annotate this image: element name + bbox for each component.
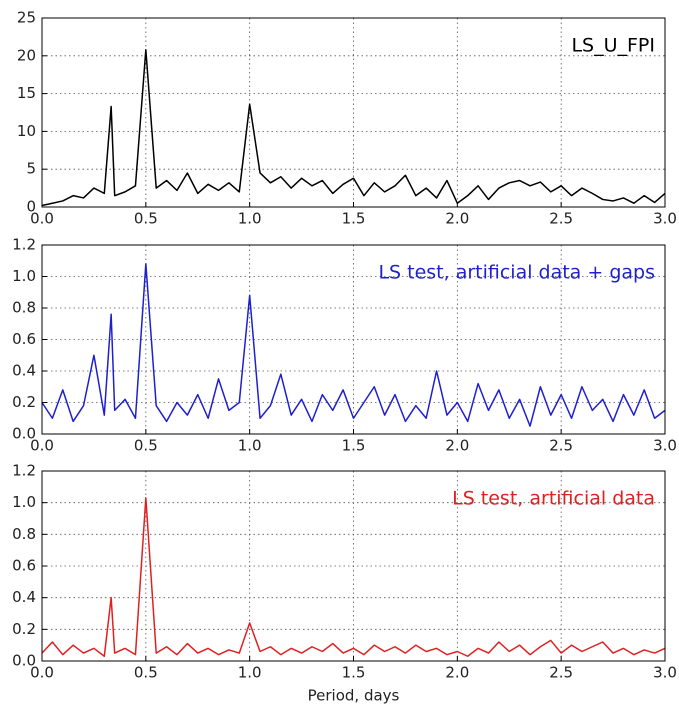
data-line [41, 49, 666, 207]
y-tick-label: 0.2 [12, 393, 36, 411]
x-tick-label: 0.5 [134, 437, 158, 455]
x-tick-label: 3.0 [653, 437, 677, 455]
y-tick-label: 25 [17, 9, 36, 27]
y-tick-label: 0 [26, 198, 36, 216]
y-tick-label: 1.0 [12, 493, 36, 511]
x-tick-label: 0.5 [134, 210, 158, 228]
data-line [41, 497, 666, 657]
x-axis-label: Period, days [308, 687, 400, 705]
axes-frame [41, 17, 666, 208]
y-tick-label: 1.0 [12, 267, 36, 285]
y-tick-label: 0.0 [12, 652, 36, 670]
annotation: LS test, artificial data + gaps [378, 262, 655, 284]
y-tick-label: 0.6 [12, 330, 36, 348]
y-tick-label: 0.4 [12, 588, 36, 606]
y-tick-label: 0.0 [12, 425, 36, 443]
x-tick-label: 3.0 [653, 664, 677, 682]
y-tick-label: 0.8 [12, 299, 36, 317]
x-tick-label: 2.0 [445, 210, 469, 228]
x-tick-label: 0.5 [134, 664, 158, 682]
x-tick-label: 1.5 [342, 664, 366, 682]
y-tick-label: 0.6 [12, 557, 36, 575]
annotation: LS test, artificial data [452, 488, 655, 510]
x-tick-label: 1.0 [238, 210, 262, 228]
x-tick-label: 1.0 [238, 664, 262, 682]
y-tick-label: 0.4 [12, 362, 36, 380]
x-tick-label: 0.0 [30, 437, 54, 455]
x-tick-label: 2.0 [445, 437, 469, 455]
x-tick-label: 1.5 [342, 437, 366, 455]
x-tick-label: 0.0 [30, 210, 54, 228]
x-tick-label: 2.5 [549, 664, 573, 682]
x-tick-label: 2.5 [549, 437, 573, 455]
y-tick-label: 10 [17, 122, 36, 140]
data-line [41, 263, 666, 427]
x-tick-label: 1.5 [342, 210, 366, 228]
x-tick-label: 1.0 [238, 437, 262, 455]
y-tick-label: 0.2 [12, 620, 36, 638]
y-tick-label: 0.8 [12, 525, 36, 543]
x-tick-label: 3.0 [653, 210, 677, 228]
y-tick-label: 1.2 [12, 462, 36, 480]
axes-frame [41, 470, 666, 662]
x-tick-label: 0.0 [30, 664, 54, 682]
x-tick-label: 2.5 [549, 210, 573, 228]
annotation: LS_U_FPI [571, 35, 655, 57]
axes-frame [41, 244, 666, 435]
y-tick-label: 20 [17, 46, 36, 64]
y-tick-label: 15 [17, 84, 36, 102]
y-tick-label: 1.2 [12, 236, 36, 254]
x-tick-label: 2.0 [445, 664, 469, 682]
y-tick-label: 5 [26, 160, 36, 178]
